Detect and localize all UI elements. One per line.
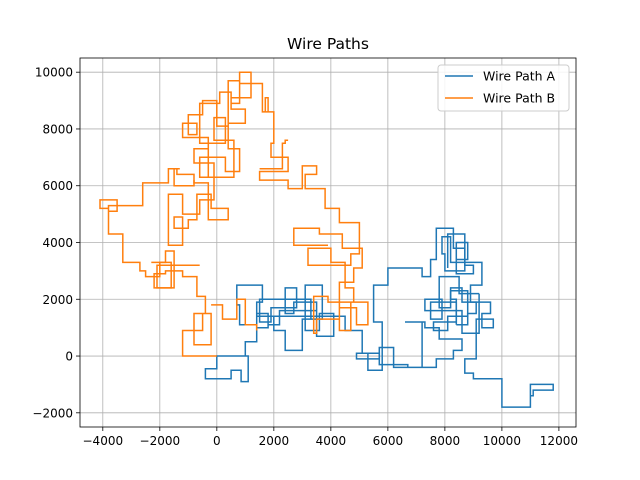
series-wire-path-b [99, 71, 369, 357]
series-line-wire-path-b [211, 298, 258, 331]
y-tick-label: 6000 [42, 179, 73, 193]
x-axis: −4000 −2000 0 2000 4000 6000 8000 10000 12000 [83, 427, 578, 448]
y-tick-label: −2000 [32, 406, 73, 420]
x-tick-label: 0 [213, 434, 221, 448]
x-tick-label: −2000 [140, 434, 181, 448]
legend: Wire Path A Wire Path B [437, 64, 570, 112]
plot-area [99, 71, 554, 408]
y-tick-label: 0 [65, 350, 73, 364]
series-line-wire-path-a [446, 233, 475, 275]
series-line-wire-path-b [151, 250, 200, 289]
series-line-wire-path-a [449, 287, 477, 326]
series-line-wire-path-a [204, 227, 554, 408]
series-line-wire-path-b [99, 71, 369, 357]
x-tick-label: 4000 [316, 434, 347, 448]
x-tick-label: 2000 [259, 434, 290, 448]
legend-label-wire-path-b: Wire Path B [483, 91, 555, 106]
x-tick-label: 10000 [483, 434, 521, 448]
series-lines [99, 71, 554, 408]
x-tick-label: 8000 [430, 434, 461, 448]
y-tick-label: 8000 [42, 122, 73, 136]
series-wire-path-a [204, 227, 554, 408]
series-line-wire-path-a [378, 321, 463, 369]
chart-title: Wire Paths [287, 35, 369, 53]
x-tick-label: 6000 [373, 434, 404, 448]
series-line-wire-path-b [259, 139, 289, 170]
y-axis: −2000 0 2000 4000 6000 8000 10000 [32, 66, 80, 420]
legend-label-wire-path-a: Wire Path A [483, 69, 556, 84]
series-line-wire-path-a [424, 275, 480, 335]
series-line-wire-path-b [173, 167, 195, 187]
x-tick-label: 12000 [540, 434, 578, 448]
y-tick-label: 4000 [42, 236, 73, 250]
x-tick-label: −4000 [83, 434, 124, 448]
y-tick-label: 2000 [42, 293, 73, 307]
y-tick-label: 10000 [35, 66, 73, 80]
